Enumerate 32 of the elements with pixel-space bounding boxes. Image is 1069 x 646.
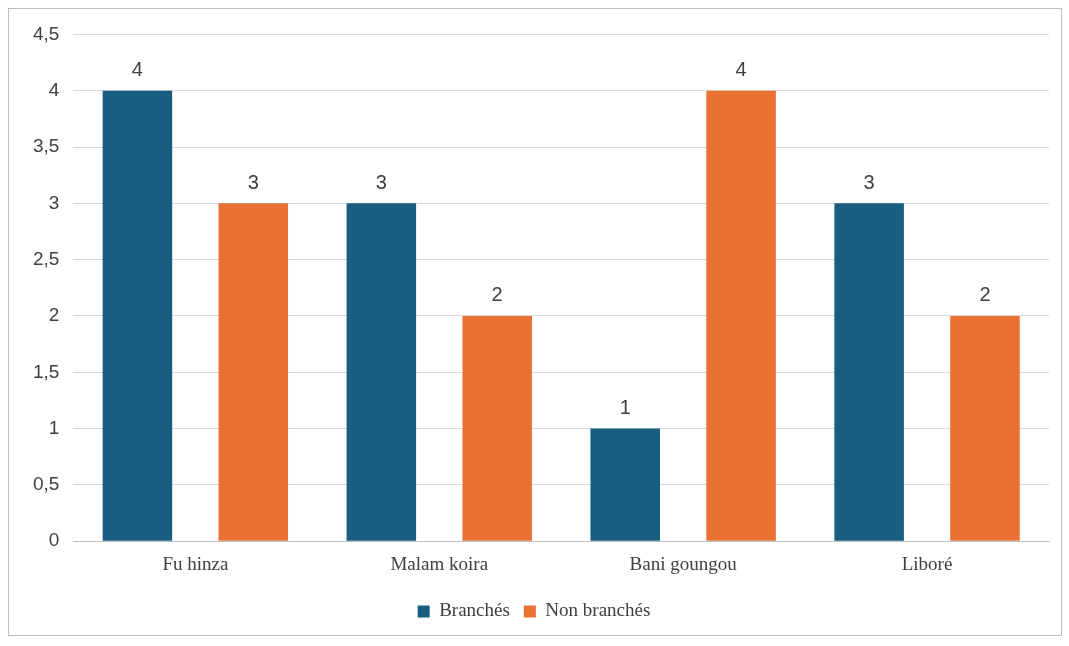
x-tick-label: Malam koira — [390, 552, 489, 574]
legend-label: Non branchés — [545, 599, 651, 621]
x-tick-label: Bani goungou — [629, 552, 738, 574]
bar — [706, 90, 776, 541]
bar — [346, 203, 417, 541]
data-label: 4 — [131, 58, 143, 81]
bar — [102, 90, 173, 541]
y-tick-label: 2,5 — [32, 247, 60, 269]
bar — [462, 315, 532, 541]
y-tick-label: 0,5 — [32, 473, 60, 495]
x-tick-label: Fu hinza — [162, 552, 229, 574]
data-label: 3 — [247, 170, 259, 193]
data-label: 2 — [491, 283, 503, 306]
y-tick-label: 0 — [48, 529, 60, 551]
data-label: 2 — [979, 283, 991, 306]
bar — [834, 203, 904, 541]
y-tick-label: 4 — [48, 78, 60, 100]
legend-label: Branchés — [439, 599, 510, 621]
data-label: 3 — [863, 170, 875, 193]
x-tick-label: Liboré — [901, 552, 953, 574]
y-tick-label: 1 — [48, 416, 60, 438]
y-tick-label: 2 — [48, 304, 60, 326]
data-label: 4 — [735, 58, 747, 81]
y-tick-label: 4,5 — [32, 22, 60, 44]
y-tick-label: 3 — [48, 191, 60, 213]
y-tick-label: 3,5 — [32, 135, 60, 157]
bar — [590, 428, 660, 541]
y-tick-label: 1,5 — [32, 360, 60, 382]
data-label: 3 — [375, 170, 387, 193]
data-label: 1 — [619, 396, 631, 419]
bar — [218, 203, 289, 541]
bar — [950, 315, 1020, 541]
